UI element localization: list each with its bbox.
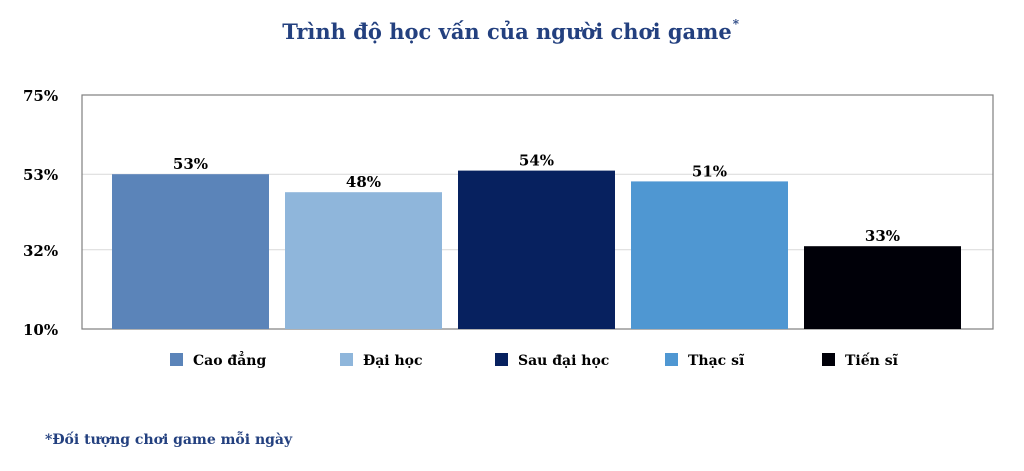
chart-title: Trình độ học vấn của người chơi game — [282, 19, 731, 44]
y-tick-label: 32% — [23, 242, 58, 260]
bars — [112, 170, 961, 329]
bar-4 — [631, 181, 788, 329]
bar-5 — [804, 246, 961, 329]
legend-label: Đại học — [363, 353, 423, 369]
legend-swatch — [340, 353, 353, 366]
y-tick-label: 53% — [23, 166, 58, 184]
legend-label: Thạc sĩ — [688, 352, 745, 369]
y-axis-ticks: 10% 32% 53% 75% — [23, 87, 58, 339]
bar-1 — [112, 174, 269, 329]
bar-3 — [458, 170, 615, 329]
legend-label: Tiến sĩ — [845, 351, 899, 369]
y-tick-label: 75% — [23, 87, 58, 105]
legend-swatch — [170, 353, 183, 366]
data-label: 33% — [865, 227, 900, 245]
footnote: *Đối tượng chơi game mỗi ngày — [45, 430, 293, 448]
data-label: 53% — [173, 155, 208, 173]
legend-swatch — [822, 353, 835, 366]
data-label: 54% — [519, 152, 554, 170]
bar-2 — [285, 192, 442, 329]
data-label: 48% — [346, 173, 381, 191]
legend-swatch — [665, 353, 678, 366]
legend: Cao đẳng Đại học Sau đại học Thạc sĩ Tiến sĩ — [170, 350, 899, 369]
legend-swatch — [495, 353, 508, 366]
data-label: 51% — [692, 162, 727, 180]
y-tick-label: 10% — [23, 321, 58, 339]
data-labels: 53% 48% 54% 51% 33% — [173, 152, 900, 246]
legend-label: Sau đại học — [518, 353, 609, 369]
legend-label: Cao đẳng — [193, 350, 266, 369]
chart-title-asterisk: * — [733, 17, 740, 31]
